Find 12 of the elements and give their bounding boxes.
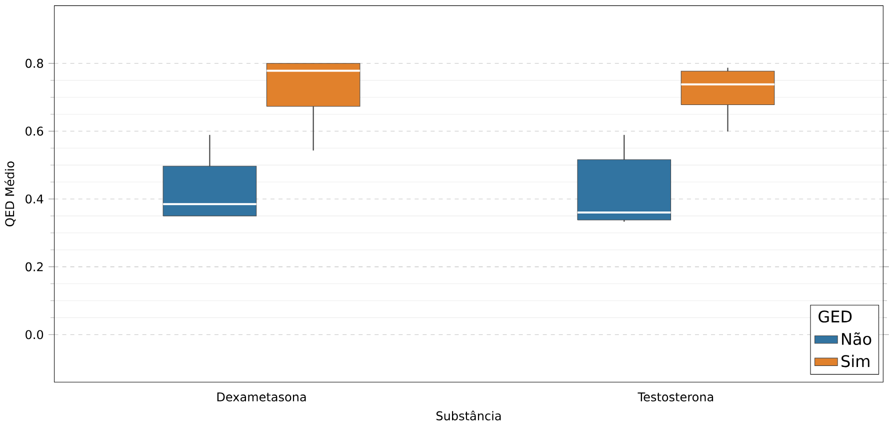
- x-axis-title: Substância: [436, 410, 501, 420]
- y-axis-title: QED Médio: [4, 162, 16, 226]
- legend-title: GED: [818, 310, 852, 323]
- y-tick-label: 0.2: [26, 262, 43, 272]
- y-tick-label: 0.0: [26, 330, 44, 340]
- x-tick-label: Dexametasona: [217, 392, 306, 402]
- legend-label: Sim: [842, 354, 870, 368]
- y-tick-label: 0.4: [26, 194, 44, 204]
- y-tick-label: 0.6: [26, 126, 44, 136]
- x-tick-label: Testosterona: [638, 392, 714, 402]
- y-tick-label: 0.8: [26, 58, 44, 68]
- legend-label: Não: [842, 332, 872, 346]
